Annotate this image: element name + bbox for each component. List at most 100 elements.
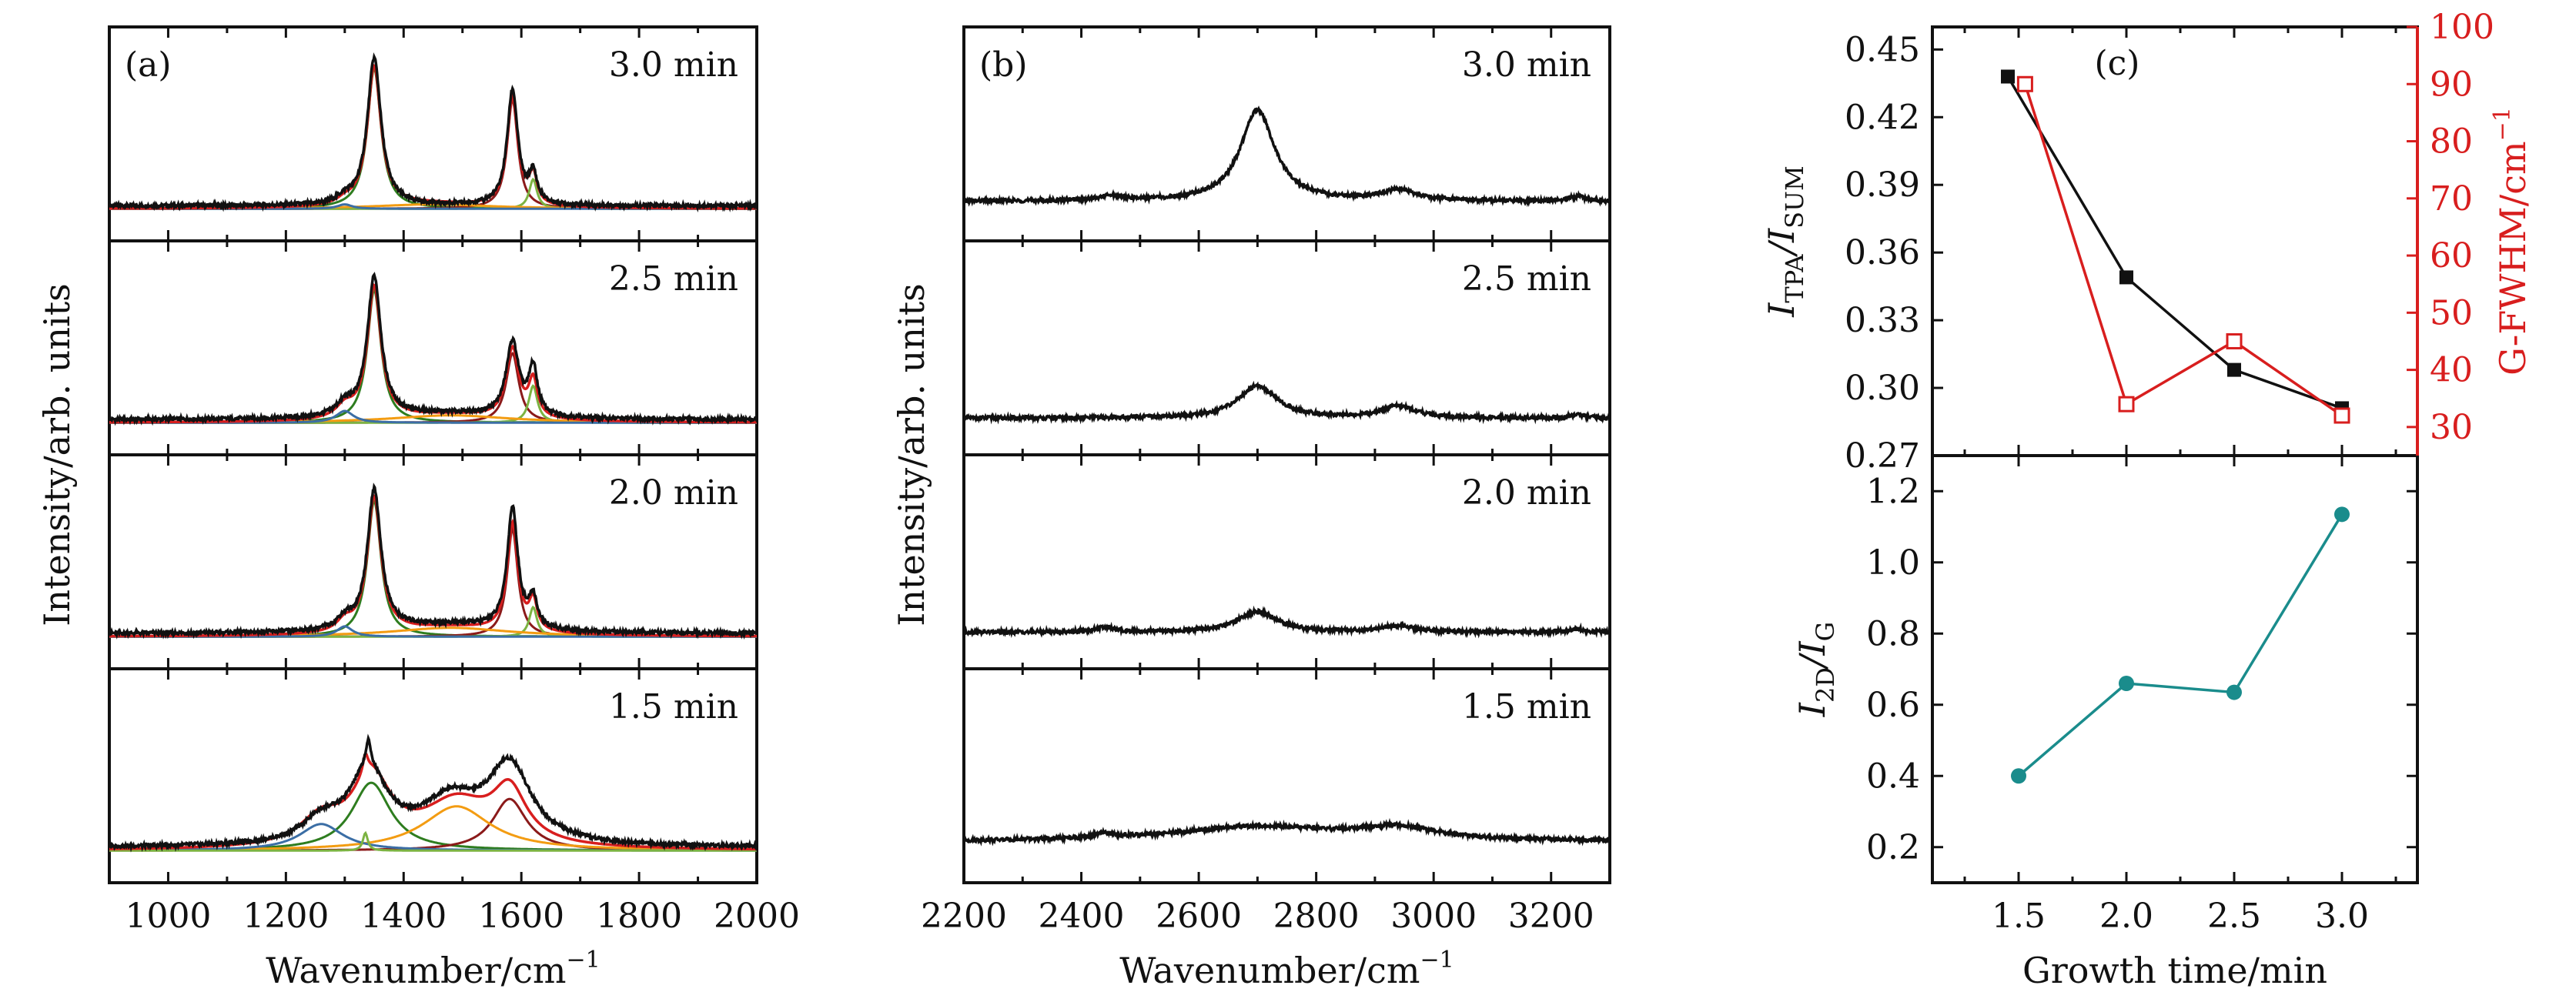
g-fwhm-point bbox=[2333, 407, 2350, 424]
x-tick-label: 2600 bbox=[1156, 897, 1242, 936]
fit-component-sharp bbox=[109, 830, 757, 852]
x-axis-title: Wavenumber/cm−1 bbox=[266, 947, 601, 991]
time-label: 1.5 min bbox=[1462, 687, 1591, 726]
x-tick-label: 1200 bbox=[243, 897, 329, 936]
measured-spectrum-line bbox=[109, 52, 757, 213]
bottom-y-axis-title: I2D/IG bbox=[1791, 622, 1840, 717]
g-fwhm-line bbox=[2023, 83, 2343, 417]
fit-total-line bbox=[109, 750, 757, 851]
right-y-tick-label: 40 bbox=[2430, 351, 2473, 390]
y-tick-label: 0.2 bbox=[1866, 828, 1920, 867]
right-y-title-text: G-FWHM/cm bbox=[2492, 141, 2534, 375]
fit-component-D bbox=[109, 67, 757, 210]
time-label: 1.5 min bbox=[609, 687, 738, 726]
g-fwhm-point bbox=[2016, 75, 2033, 92]
y-tick-label: 1.2 bbox=[1866, 472, 1920, 511]
fit-component-D bbox=[109, 499, 757, 638]
i2d-ig-point bbox=[2011, 768, 2026, 784]
i2d-ig-point bbox=[2334, 506, 2350, 523]
time-label: 2.0 min bbox=[1462, 473, 1591, 513]
tpa-ratio-point bbox=[2001, 69, 2015, 84]
y-tick-label: 0.36 bbox=[1845, 233, 1920, 272]
right-y-tick-label: 80 bbox=[2430, 122, 2473, 162]
g-fwhm-point bbox=[2118, 396, 2135, 412]
right-y-tick-label: 50 bbox=[2430, 293, 2473, 332]
y-tick-label: 0.42 bbox=[1845, 98, 1920, 137]
measured-spectrum-line bbox=[109, 733, 757, 853]
x-tick-label: 1600 bbox=[478, 897, 564, 936]
time-label: 2.5 min bbox=[1462, 259, 1591, 299]
subpanel-frame bbox=[962, 667, 1611, 884]
x-axis-title-text: Wavenumber/cm bbox=[266, 950, 566, 991]
x-tick-label: 2.0 bbox=[2099, 897, 2153, 936]
top-y-title-part: TPA bbox=[1780, 254, 1809, 303]
i2d-ig-point bbox=[2226, 684, 2242, 700]
x-axis-title-sup: −1 bbox=[1420, 947, 1454, 974]
y-tick-label: 0.6 bbox=[1866, 686, 1920, 725]
x-tick-label: 1000 bbox=[125, 897, 211, 936]
x-axis-title-text: Wavenumber/cm bbox=[1119, 950, 1420, 991]
x-tick-label: 3.0 bbox=[2315, 897, 2369, 936]
y-axis-title: Intensity/arb. units bbox=[36, 283, 78, 626]
x-tick-label: 2800 bbox=[1273, 897, 1360, 936]
fit-component-D bbox=[109, 288, 757, 424]
y-tick-label: 1.0 bbox=[1866, 543, 1920, 583]
panel-c-chart: 1.5 2.0 2.5 3.0 Growth time/min 0.27 0.30 0.33 0… bbox=[1761, 8, 2534, 991]
tpa-ratio-point bbox=[2119, 270, 2133, 285]
x-tick-label: 3000 bbox=[1390, 897, 1477, 936]
fit-component-G bbox=[109, 96, 757, 210]
y-tick-label: 0.33 bbox=[1845, 301, 1920, 340]
fit-total-line bbox=[109, 282, 757, 424]
time-label: 2.5 min bbox=[609, 259, 738, 299]
y-tick-label: 0.30 bbox=[1845, 369, 1920, 408]
time-label: 2.0 min bbox=[609, 473, 738, 513]
g-fwhm-point bbox=[2226, 332, 2243, 349]
x-axis-title: Wavenumber/cm−1 bbox=[1119, 947, 1454, 991]
right-y-tick-label: 30 bbox=[2430, 408, 2473, 447]
top-y-title-part: I bbox=[1761, 302, 1802, 318]
fit-total-line bbox=[109, 493, 757, 638]
bottom-y-title-part: G bbox=[1811, 622, 1840, 642]
right-y-title-sup: −1 bbox=[2489, 107, 2516, 141]
x-tick-label: 2200 bbox=[921, 897, 1007, 936]
measured-spectrum-line bbox=[964, 105, 1610, 208]
x-tick-label: 1400 bbox=[360, 897, 447, 936]
right-y-tick-label: 70 bbox=[2430, 179, 2473, 219]
measured-spectrum-line bbox=[964, 817, 1610, 847]
time-label: 3.0 min bbox=[609, 45, 738, 85]
y-tick-label: 0.45 bbox=[1845, 30, 1920, 69]
y-tick-label: 0.27 bbox=[1845, 436, 1920, 476]
right-y-tick-label: 60 bbox=[2430, 236, 2473, 276]
measured-spectrum-line bbox=[109, 272, 757, 426]
subpanel-frame bbox=[108, 667, 758, 884]
y-axis-title: Intensity/arb. units bbox=[891, 283, 932, 626]
x-tick-label: 2400 bbox=[1039, 897, 1125, 936]
i2d-ig-line bbox=[2017, 513, 2343, 777]
y-tick-label: 0.39 bbox=[1845, 165, 1920, 205]
measured-spectrum-line bbox=[109, 483, 757, 640]
y-tick-label: 0.8 bbox=[1866, 614, 1920, 653]
top-y-axis-title: ITPA/ISUM bbox=[1761, 165, 1809, 318]
tpa-ratio-point bbox=[2227, 362, 2241, 377]
tpa-ratio-line bbox=[2006, 75, 2343, 410]
panel-b-chart: 3.0 min 2.5 min 2.0 min 1.5 min (b) 2200 2400 2… bbox=[891, 25, 1611, 991]
right-y-axis-title: G-FWHM/cm−1 bbox=[2489, 107, 2534, 376]
measured-spectrum-line bbox=[964, 605, 1610, 639]
x-axis-title-sup: −1 bbox=[567, 947, 601, 974]
x-tick-label: 3200 bbox=[1508, 897, 1594, 936]
measured-spectrum-line bbox=[964, 380, 1610, 425]
panel-a-chart: 3.0 min 2.5 min 2.0 min 1.5 min (a) 1000 1200 1… bbox=[36, 25, 800, 991]
x-tick-label: 1800 bbox=[596, 897, 682, 936]
right-y-tick-label: 90 bbox=[2430, 65, 2473, 104]
bottom-y-title-part: 2D bbox=[1811, 667, 1840, 703]
top-y-title-part: /I bbox=[1761, 228, 1802, 257]
x-tick-label: 2.5 bbox=[2207, 897, 2261, 936]
right-y-tick-label: 100 bbox=[2430, 8, 2494, 47]
fit-total-line bbox=[109, 63, 757, 210]
bottom-subpanel-frame bbox=[1931, 454, 2419, 884]
x-tick-label: 1.5 bbox=[1992, 897, 2046, 936]
panel-label: (c) bbox=[2095, 44, 2140, 83]
top-subpanel-frame bbox=[1931, 25, 2419, 457]
bottom-y-title-part: I bbox=[1791, 702, 1833, 717]
